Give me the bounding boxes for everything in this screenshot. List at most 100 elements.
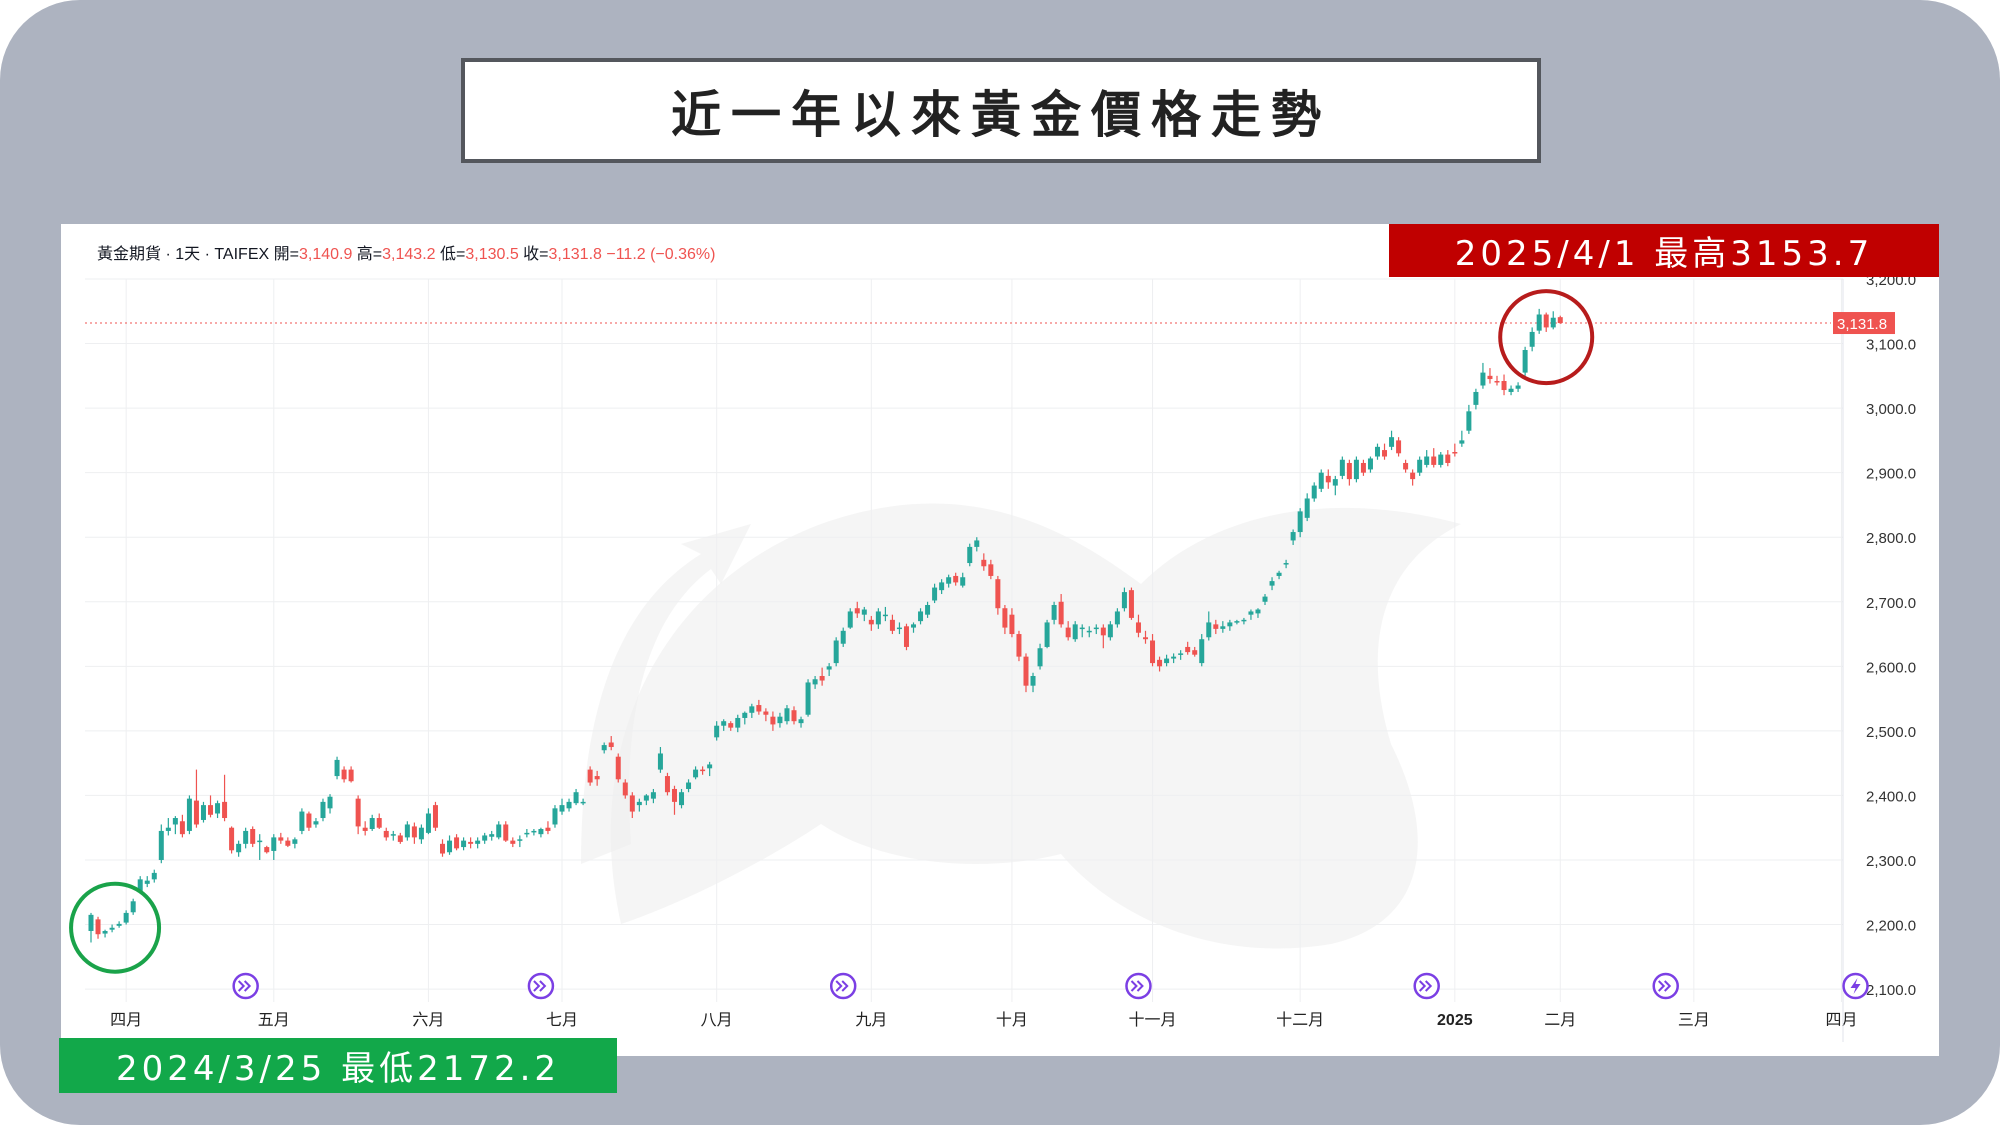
candle-body <box>1157 659 1163 667</box>
candle-body <box>1536 314 1542 331</box>
candle-body <box>889 619 895 631</box>
candle-body <box>222 801 228 819</box>
arrow-watermark <box>581 524 751 864</box>
x-tick-label: 2025 <box>1437 1012 1473 1029</box>
chevron-right-icon <box>237 980 252 992</box>
candle-body <box>229 827 235 851</box>
candle-body <box>376 818 382 828</box>
high-annotation-banner: 2025/4/1 最高3153.7 <box>1389 224 1939 277</box>
candle-body <box>447 840 453 853</box>
chevron-right-icon <box>835 980 849 992</box>
candle-body <box>418 827 424 840</box>
candle-body <box>1044 622 1050 647</box>
candle-body <box>1079 627 1085 630</box>
dividend-event-icon <box>1413 972 1440 1000</box>
candle-body <box>264 847 270 853</box>
candle-body <box>981 559 987 567</box>
candle-body <box>1494 380 1500 383</box>
candle-body <box>243 830 249 844</box>
candle-body <box>1529 331 1535 347</box>
candle-body <box>974 540 980 547</box>
candle-body <box>854 608 860 614</box>
candle-body <box>693 769 699 778</box>
candle-body <box>1121 592 1127 609</box>
candle-body <box>664 776 670 793</box>
candle-body <box>524 832 530 835</box>
candle-body <box>285 840 291 846</box>
candle-body <box>812 679 818 685</box>
candle-body <box>967 546 973 564</box>
ohlc-header-part: 3,140.9 <box>299 246 357 263</box>
candle-body <box>1438 454 1444 465</box>
candle-body <box>193 800 199 825</box>
x-tick-label: 六月 <box>412 1011 444 1029</box>
candle-body <box>1311 485 1317 499</box>
candle-body <box>1445 454 1451 463</box>
candle-body <box>165 827 171 831</box>
candle-body <box>383 830 389 838</box>
candle-body <box>1543 314 1549 328</box>
candle-body <box>292 839 298 844</box>
dividend-event-icon <box>1652 972 1679 1000</box>
candle-body <box>749 706 755 713</box>
candle-body <box>137 879 143 893</box>
candle-body <box>594 776 600 780</box>
candle-body <box>109 927 115 930</box>
candle-body <box>671 788 677 802</box>
candle-body <box>622 782 628 796</box>
y-tick-label: 2,400.0 <box>1866 788 1916 805</box>
x-tick-label: 七月 <box>546 1011 578 1029</box>
candle-body <box>791 710 797 722</box>
candle-body <box>1171 656 1177 659</box>
candle-body <box>1459 440 1465 444</box>
candle-body <box>742 712 748 718</box>
candle-body <box>475 840 481 844</box>
candle-body <box>102 930 108 934</box>
candle-body <box>1297 511 1303 533</box>
candle-body <box>425 813 431 833</box>
candle-body <box>454 837 460 849</box>
candle-body <box>918 611 924 622</box>
y-tick-label: 3,000.0 <box>1866 401 1916 418</box>
candle-body <box>601 745 607 751</box>
y-tick-label: 2,100.0 <box>1866 982 1916 999</box>
x-tick-label: 四月 <box>110 1012 142 1029</box>
candle-body <box>1269 581 1275 586</box>
candle-body <box>1227 622 1233 627</box>
page-title: 近一年以來黃金價格走勢 <box>671 85 1331 144</box>
candle-body <box>1374 446 1380 457</box>
candle-body <box>1241 619 1247 622</box>
candle-body <box>271 837 277 851</box>
candle-body <box>299 811 305 831</box>
candle-body <box>1389 437 1395 447</box>
x-tick-label: 十二月 <box>1276 1011 1324 1029</box>
candle-body <box>369 818 375 829</box>
candle-body <box>875 611 881 625</box>
candle-body <box>1051 604 1057 620</box>
candle-body <box>1339 459 1345 476</box>
y-tick-label: 2,900.0 <box>1866 466 1916 483</box>
candle-body <box>566 801 572 809</box>
candle-body <box>1114 611 1120 625</box>
chevron-right-icon <box>533 980 547 992</box>
candle-body <box>1276 572 1282 576</box>
candle-body <box>700 769 706 772</box>
candle-body <box>1360 462 1366 473</box>
candle-body <box>172 818 178 825</box>
lightning-icon <box>1850 978 1861 994</box>
candle-body <box>320 801 326 819</box>
candle-body <box>580 801 586 804</box>
candle-body <box>1128 590 1134 618</box>
candle-body <box>573 792 579 804</box>
x-tick-label: 二月 <box>1544 1012 1576 1029</box>
dividend-event-icon <box>232 972 259 1000</box>
dividend-event-icon <box>1125 972 1152 1000</box>
candle-body <box>1473 391 1479 405</box>
candle-body <box>1065 627 1071 638</box>
candle-body <box>552 808 558 825</box>
candle-body <box>1325 475 1331 483</box>
x-tick-label: 三月 <box>1678 1012 1710 1029</box>
candle-body <box>482 835 488 841</box>
candle-body <box>1346 462 1352 480</box>
ohlc-header-part: 3,131.8 <box>549 246 607 263</box>
